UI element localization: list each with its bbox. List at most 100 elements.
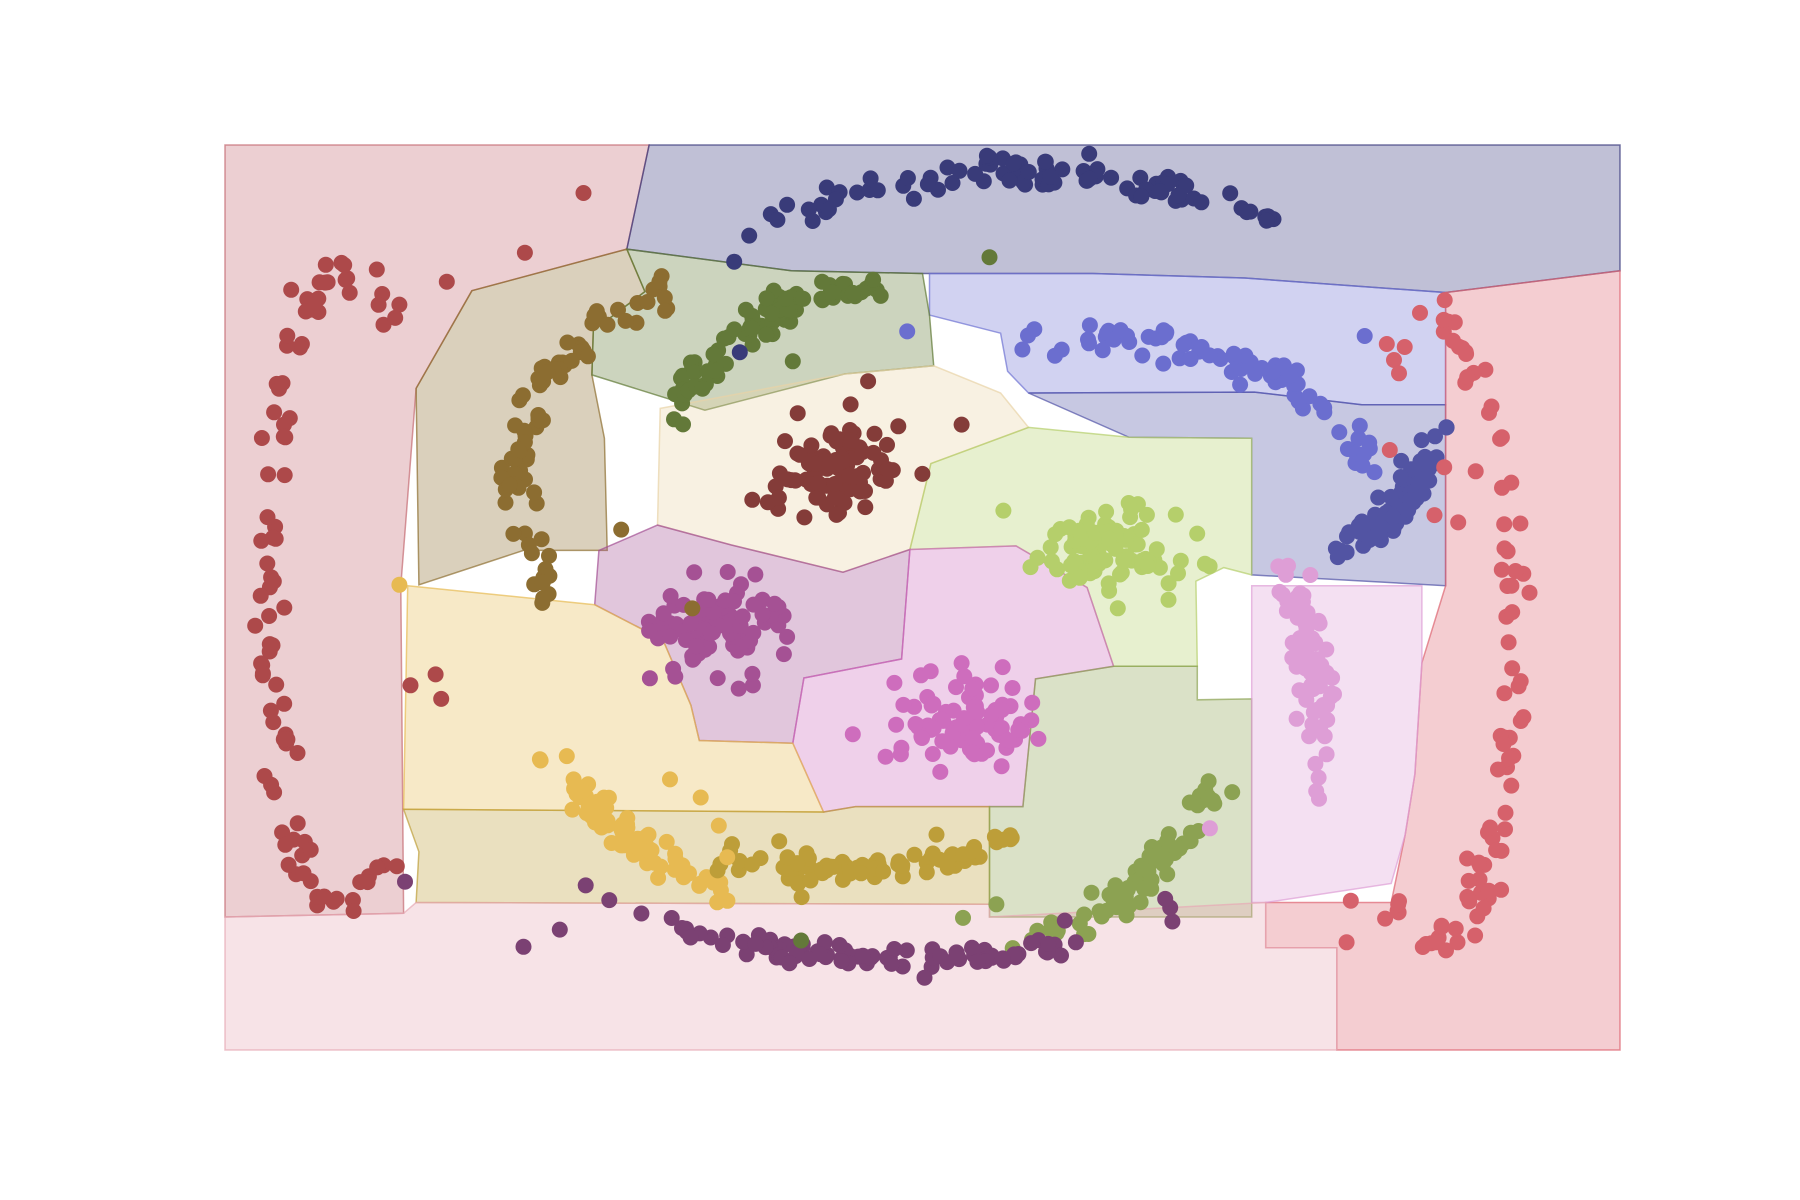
data-point-cluster-4 — [1338, 934, 1355, 951]
data-point-cluster-3 — [1353, 513, 1370, 530]
data-point-cluster-8 — [1133, 521, 1150, 538]
data-point-cluster-0 — [254, 665, 271, 682]
data-point-cluster-11 — [674, 857, 691, 874]
data-point-cluster-4 — [1493, 429, 1510, 446]
data-point-cluster-7 — [808, 455, 824, 472]
data-point-cluster-15 — [883, 955, 900, 972]
data-point-cluster-6 — [686, 364, 703, 381]
data-point-cluster-4 — [1504, 660, 1521, 677]
data-point-cluster-5 — [534, 412, 551, 429]
data-point-cluster-2 — [1140, 328, 1157, 345]
data-point-cluster-4 — [1493, 561, 1510, 578]
data-point-cluster-1 — [951, 162, 968, 179]
data-point-cluster-5 — [559, 334, 576, 351]
data-point-cluster-6 — [758, 326, 775, 343]
data-point-cluster-10 — [964, 680, 981, 697]
data-point-cluster-2 — [1331, 424, 1348, 441]
data-point-cluster-10 — [925, 695, 942, 712]
data-point-cluster-14 — [1291, 601, 1308, 618]
data-point-cluster-15 — [994, 950, 1011, 967]
data-point-cluster-9 — [730, 680, 747, 697]
data-point-cluster-1 — [944, 175, 961, 191]
data-point-cluster-14 — [1307, 634, 1324, 651]
data-point-cluster-8 — [1042, 539, 1059, 556]
data-point-cluster-0 — [438, 273, 455, 290]
data-point-cluster-7 — [852, 483, 869, 500]
data-point-cluster-0 — [433, 690, 450, 707]
data-point-cluster-15 — [1067, 934, 1084, 951]
data-point-cluster-12 — [822, 858, 839, 875]
data-point-cluster-10 — [994, 659, 1011, 676]
data-point-cluster-1 — [1081, 170, 1098, 187]
data-point-cluster-0 — [359, 874, 376, 891]
data-point-cluster-6 — [705, 346, 722, 363]
data-point-cluster-2 — [1282, 367, 1299, 384]
data-point-cluster-2 — [1301, 388, 1318, 405]
data-point-cluster-7 — [914, 465, 931, 482]
data-point-cluster-4 — [1480, 882, 1497, 899]
data-point-cluster-10 — [993, 758, 1010, 775]
data-point-cluster-11 — [719, 892, 736, 909]
data-point-cluster-9 — [745, 624, 762, 641]
data-point-cluster-0 — [274, 824, 291, 841]
data-point-cluster-3 — [1370, 489, 1387, 506]
data-point-cluster-1 — [726, 253, 743, 270]
data-point-cluster-15 — [663, 910, 680, 926]
data-point-cluster-8 — [1087, 524, 1104, 541]
data-point-cluster-0 — [279, 327, 296, 344]
data-point-cluster-13 — [1108, 899, 1125, 916]
data-point-cluster-4 — [1482, 819, 1499, 836]
data-point-cluster-7 — [953, 416, 970, 433]
data-point-cluster-6 — [707, 362, 724, 379]
data-point-cluster-10 — [953, 655, 970, 672]
data-point-cluster-15 — [551, 921, 568, 938]
data-point-cluster-8 — [1120, 495, 1137, 511]
data-point-cluster-9 — [688, 638, 705, 655]
data-point-cluster-15 — [781, 955, 798, 972]
data-point-cluster-0 — [283, 281, 300, 298]
data-point-cluster-5 — [617, 312, 634, 329]
data-point-cluster-1 — [1037, 153, 1054, 170]
data-point-cluster-4 — [1500, 634, 1517, 651]
data-point-cluster-4 — [1459, 369, 1476, 386]
data-point-cluster-8 — [1160, 575, 1177, 592]
data-point-cluster-7 — [841, 467, 858, 484]
data-point-cluster-4 — [1495, 736, 1512, 752]
data-point-cluster-11 — [589, 793, 606, 810]
data-point-cluster-1 — [741, 227, 758, 244]
data-point-cluster-8 — [1160, 591, 1177, 608]
data-point-cluster-5 — [579, 348, 596, 365]
data-point-cluster-14 — [1201, 820, 1218, 837]
data-point-cluster-11 — [630, 840, 647, 857]
data-point-cluster-9 — [709, 670, 726, 687]
data-point-cluster-7 — [843, 432, 860, 449]
data-point-cluster-0 — [297, 303, 314, 320]
data-point-cluster-4 — [1426, 507, 1443, 524]
data-point-cluster-1 — [1042, 168, 1059, 185]
data-point-cluster-2 — [1081, 317, 1098, 334]
data-point-cluster-4 — [1435, 311, 1452, 328]
data-point-cluster-0 — [253, 430, 270, 446]
data-point-cluster-0 — [264, 637, 281, 654]
data-point-cluster-4 — [1460, 872, 1477, 889]
data-point-cluster-4 — [1504, 604, 1521, 621]
data-point-cluster-9 — [734, 608, 751, 625]
data-point-cluster-2 — [1193, 339, 1210, 355]
data-point-cluster-8 — [1138, 506, 1155, 523]
data-point-cluster-10 — [877, 748, 894, 765]
data-point-cluster-14 — [1316, 728, 1333, 745]
data-point-cluster-13 — [1189, 797, 1206, 814]
data-point-cluster-1 — [1020, 164, 1037, 180]
data-point-cluster-2 — [1182, 351, 1199, 367]
data-point-cluster-12 — [731, 853, 748, 869]
data-point-cluster-5 — [651, 273, 668, 290]
data-point-cluster-8 — [1148, 541, 1165, 558]
data-point-cluster-8 — [1115, 552, 1132, 569]
decision-region-14 — [1250, 584, 1423, 904]
data-point-cluster-5 — [533, 531, 550, 548]
data-point-cluster-6 — [784, 353, 801, 370]
data-point-cluster-4 — [1521, 584, 1538, 601]
data-point-cluster-4 — [1412, 304, 1428, 321]
data-point-cluster-15 — [1053, 947, 1069, 964]
data-point-cluster-1 — [905, 190, 922, 207]
